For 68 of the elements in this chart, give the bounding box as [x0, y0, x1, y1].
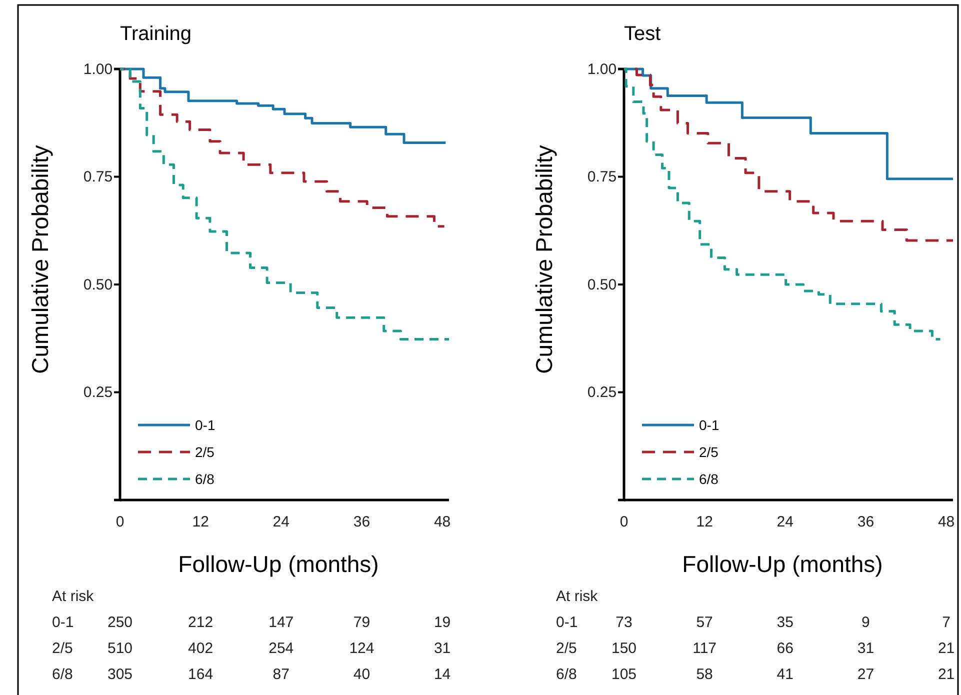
text: 41 — [776, 666, 794, 683]
text: 117 — [692, 640, 717, 657]
text: 402 — [188, 640, 214, 657]
y-tick-label: 0.75 — [83, 168, 113, 186]
text: 9 — [862, 614, 870, 631]
text: 14 — [434, 666, 451, 683]
text: 305 — [107, 666, 133, 683]
text: 87 — [272, 666, 290, 683]
text: 124 — [349, 640, 374, 657]
y-axis-title: Cumulative Probability — [531, 144, 557, 374]
y-tick-label: 1.00 — [83, 60, 113, 78]
text: 2/5 — [556, 640, 577, 657]
text: At risk — [556, 588, 598, 605]
text: 58 — [696, 666, 713, 683]
text: 254 — [268, 640, 294, 657]
legend-label: 0-1 — [195, 417, 216, 433]
chart-title: Training — [120, 23, 192, 45]
text: 510 — [107, 640, 133, 657]
text: 27 — [857, 666, 874, 683]
y-tick-label: 0.75 — [587, 168, 617, 186]
y-tick-label: 0.50 — [587, 276, 617, 294]
legend-label: 6/8 — [699, 471, 719, 487]
x-tick-label: 12 — [192, 514, 209, 531]
text: 0-1 — [52, 614, 74, 631]
text: 0-1 — [556, 614, 578, 631]
x-tick-label: 24 — [776, 514, 794, 531]
text: 57 — [696, 614, 713, 631]
text: 164 — [188, 666, 214, 683]
legend-label: 0-1 — [699, 417, 720, 433]
text: 19 — [434, 614, 451, 631]
text: 212 — [188, 614, 214, 631]
y-tick-label: 1.00 — [587, 60, 617, 78]
x-tick-label: 12 — [696, 514, 713, 531]
x-tick-label: 24 — [272, 514, 290, 531]
text: 6/8 — [556, 666, 577, 683]
y-axis-title: Cumulative Probability — [27, 144, 53, 374]
text: 40 — [353, 666, 370, 683]
text: 105 — [611, 666, 637, 683]
text: 73 — [616, 614, 632, 631]
x-tick-label: 0 — [620, 514, 628, 531]
text: 250 — [107, 614, 133, 631]
text: 150 — [611, 640, 637, 657]
x-tick-label: 0 — [116, 514, 124, 531]
x-tick-label: 36 — [353, 514, 370, 531]
text: 21 — [938, 666, 955, 683]
text: 79 — [353, 614, 370, 631]
x-axis-title: Follow-Up (months) — [178, 551, 379, 577]
text: 31 — [434, 640, 451, 657]
text: 31 — [857, 640, 874, 657]
legend-label: 2/5 — [195, 444, 215, 460]
text: 21 — [938, 640, 955, 657]
x-tick-label: 36 — [857, 514, 874, 531]
text: 66 — [776, 640, 794, 657]
text: 7 — [942, 614, 950, 631]
x-tick-label: 48 — [938, 514, 955, 531]
text: 35 — [776, 614, 794, 631]
legend-label: 2/5 — [699, 444, 719, 460]
text: 147 — [268, 614, 294, 631]
y-tick-label: 0.25 — [83, 384, 113, 402]
x-axis-title: Follow-Up (months) — [682, 551, 883, 577]
text: 2/5 — [52, 640, 73, 657]
text: At risk — [52, 588, 94, 605]
y-tick-label: 0.50 — [83, 276, 113, 294]
y-tick-label: 0.25 — [587, 384, 617, 402]
legend-label: 6/8 — [195, 471, 215, 487]
chart-title: Test — [624, 23, 662, 45]
x-tick-label: 48 — [434, 514, 451, 531]
text: 6/8 — [52, 666, 73, 683]
